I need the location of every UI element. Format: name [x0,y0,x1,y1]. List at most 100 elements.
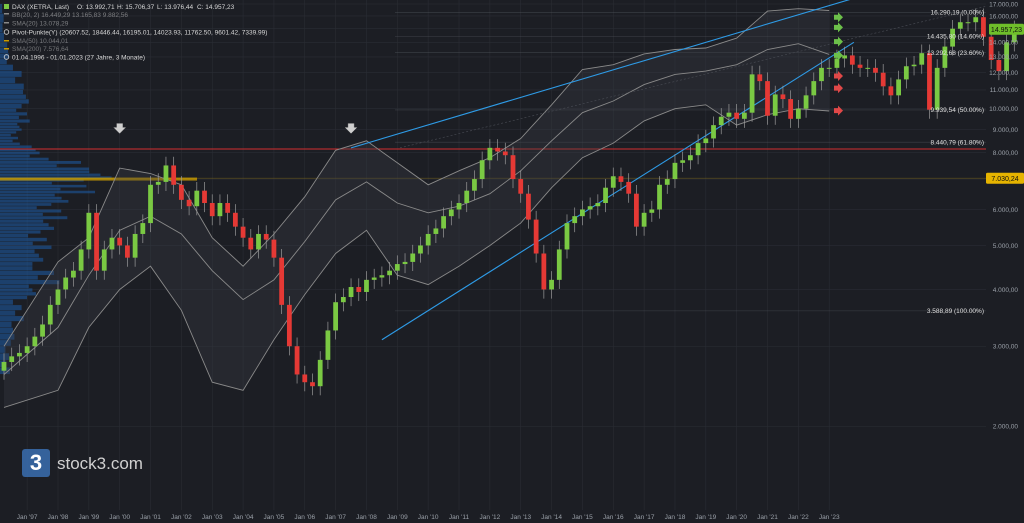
candle-body-30 [232,212,238,227]
volume-bar-12-1 [0,209,62,213]
x-tick-label-21: Jan '18 [665,514,686,521]
candle-body-85 [657,184,662,210]
volume-bar-0-1 [0,13,4,23]
horizontal-levels [0,12,986,312]
candle-body-29 [225,203,231,213]
legend-clock-icon [3,54,10,60]
volume-bar-9-1 [0,173,101,176]
legend-swatch-dax [4,4,9,9]
x-tick-label-3: Jan '00 [109,514,130,521]
x-tick-label-16: Jan '13 [510,514,531,521]
x-tick-label-10: Jan '07 [325,514,346,521]
volume-bar-9-0 [0,170,90,174]
volume-bar-6-2 [0,139,13,143]
fib-label-3: 9.939,54 (50.00%) [931,107,984,114]
candle-body-25 [194,190,200,207]
candle-body-112 [865,67,871,69]
candle-body-18 [140,223,146,234]
candle-body-127 [981,17,986,37]
y-axis: 17.000,0016.000,0015.000,0014.000,0013.0… [989,1,1018,430]
candle-body-113 [873,67,878,73]
candle-body-66 [510,155,516,180]
x-tick-label-4: Jan '01 [140,514,161,521]
y-tick-label-13: 4.000,00 [993,287,1019,294]
legend: DAX (XETRA, Last) O: 13.992,71 H: 15.706… [3,4,267,62]
watermark-logo-icon [22,449,50,477]
x-tick-label-24: Jan '21 [757,514,778,521]
candle-body-9 [71,270,76,278]
candle-body-68 [526,193,531,220]
candle-body-57 [441,216,446,229]
legend-pivot-icon [3,29,10,35]
candle-body-80 [618,176,624,182]
poc-line [0,177,197,181]
legend-swatch-sma200 [4,48,9,50]
candle-body-33 [256,233,261,250]
x-tick-label-8: Jan '05 [264,514,285,521]
volume-bar-4-2 [0,115,19,120]
candle-body-63 [487,147,493,161]
volume-bar-3-3 [0,103,22,109]
volume-bar-12-2 [0,212,43,216]
price-badge-sma200-bg [986,172,1024,184]
candle-body-125 [965,22,971,24]
candle-body-14 [109,237,115,250]
volume-bar-9-2 [0,176,112,179]
candle-body-41 [317,359,323,387]
candle-body-123 [950,28,955,47]
x-tick-label-26: Jan '23 [819,514,840,521]
candle-body-46 [356,287,362,292]
pivot-arrow-icon-6 [834,105,843,116]
candle-body-35 [271,239,277,258]
x-tick-label-11: Jan '08 [356,514,377,521]
candle-body-1 [9,356,15,362]
pivot-arrow-icon-3 [834,50,843,61]
volume-bar-13-1 [0,223,49,227]
candle-body-50 [387,270,392,276]
candle-body-56 [433,228,439,234]
candle-body-54 [418,245,423,254]
volume-bar-4-1 [0,112,27,116]
price-badge-current-text: 14.957,23 [991,27,1022,34]
candle-body-37 [286,304,292,347]
volume-bar-17-2 [0,292,36,296]
pivot-arrow-icon-1 [834,22,843,33]
bollinger-middle [3,43,830,375]
candle-body-102 [788,99,794,119]
y-tick-label-8: 9.000,00 [993,127,1019,134]
fib-labels: 16.290,19 (0.00%) 14.435,80 (14.60%) 13.29… [927,10,984,315]
candle-body-100 [772,94,778,116]
candle-body-42 [325,330,331,360]
candle-body-53 [410,253,416,262]
candle-body-11 [86,212,92,250]
candle-body-110 [849,55,855,65]
volume-bar-8-2 [0,164,57,168]
x-tick-label-9: Jan '06 [294,514,315,521]
channel-mid-line [399,6,987,149]
volume-bar-0-0 [0,4,3,14]
volume-bar-18-2 [0,310,16,316]
volume-bar-5-0 [0,123,18,126]
volume-bar-18-3 [0,316,24,322]
candle-body-70 [541,253,547,290]
candle-body-61 [472,179,477,191]
volume-bar-6-1 [0,136,18,140]
candle-body-124 [957,22,963,29]
volume-bar-13-0 [0,219,44,223]
x-tick-label-2: Jan '99 [78,514,99,521]
x-tick-label-14: Jan '11 [449,514,470,521]
volume-bar-16-3 [0,280,60,285]
pivot-arrow-icon-2 [834,36,843,47]
bollinger-upper [3,8,830,347]
watermark-text: stock3.com [57,454,143,473]
candle-body-94 [726,112,732,117]
candle-body-47 [364,279,369,292]
y-tick-label-0: 17.000,00 [989,1,1018,8]
x-tick-label-20: Jan '17 [634,514,655,521]
legend-open: O: 13.992,71 [77,4,115,11]
volume-bar-5-3 [0,131,17,134]
candle-body-69 [533,219,539,254]
volume-bar-19-2 [0,333,15,340]
